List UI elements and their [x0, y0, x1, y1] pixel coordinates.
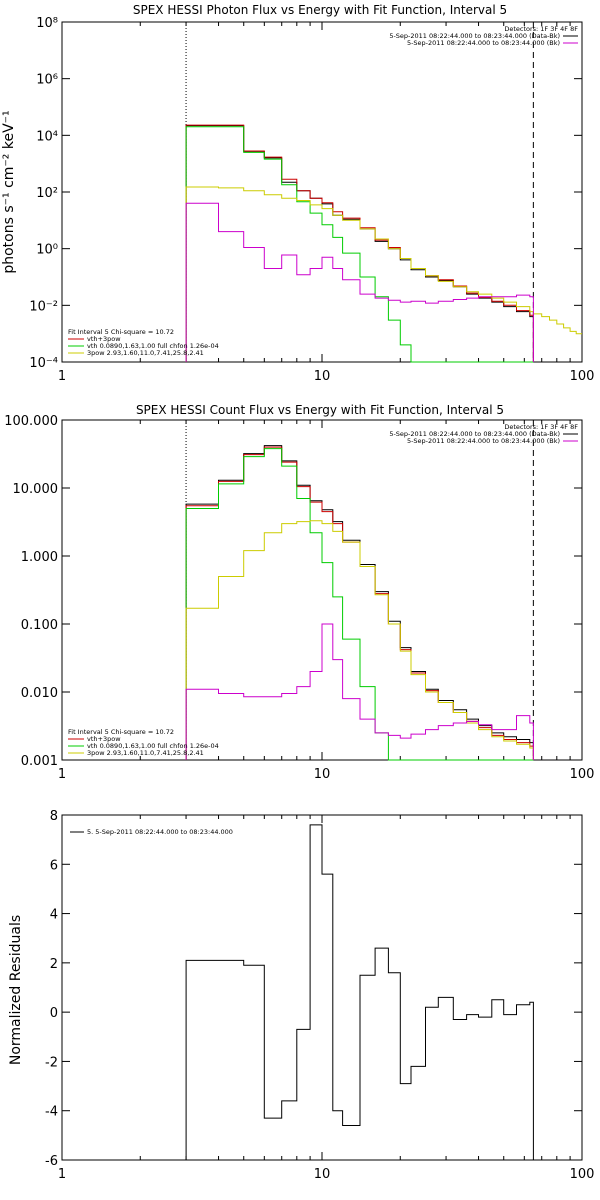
- count-legend-1: vth 0.0890,1.63,1.00 full chfon 1.26e-04: [87, 742, 219, 750]
- count-legend-top: Detectors: 1F 3F 4F 8F 5-Sep-2011 08:22:…: [389, 423, 578, 445]
- photon-series-4: [185, 202, 534, 362]
- count-legend-bottom: Fit Interval 5 Chi-square = 10.72 vth+3p…: [68, 728, 219, 757]
- photon-series-0: [185, 125, 534, 362]
- residuals-x-tick-label: 10: [314, 1167, 331, 1182]
- photon-legend-0: vth+3pow: [87, 335, 121, 343]
- photon-y-tick-label: 10⁸: [36, 16, 58, 31]
- count-legend-top-1: 5-Sep-2011 08:22:44.000 to 08:23:44.000 …: [407, 437, 560, 445]
- photon-y-axis-label: photons s⁻¹ cm⁻² keV⁻¹: [1, 110, 17, 273]
- photon-legend-top-1: 5-Sep-2011 08:22:44.000 to 08:23:44.000 …: [407, 39, 560, 47]
- residuals-y-tick-label: 6: [50, 858, 58, 873]
- count-plot-frame: [61, 419, 583, 761]
- residuals-y-tick-label: -2: [45, 1055, 58, 1070]
- residuals-y-tick-label: -4: [45, 1105, 58, 1120]
- photon-y-tick-label: 10⁻²: [29, 299, 58, 314]
- residuals-legend: 5. 5-Sep-2011 08:22:44.000 to 08:23:44.0…: [70, 828, 233, 836]
- count-series-2: [185, 448, 534, 761]
- photon-fit-header: Fit Interval 5 Chi-square = 10.72: [68, 328, 174, 336]
- photon-x-tick-label: 1: [58, 369, 66, 384]
- residuals-series-group: [185, 824, 534, 1160]
- residuals-y-tick-label: 8: [50, 809, 58, 824]
- photon-flux-panel: SPEX HESSI Photon Flux vs Energy with Fi…: [1, 3, 594, 384]
- residuals-ticks: 1 10 100 -6 -4 -2 0 2 4 6 8: [45, 809, 594, 1182]
- photon-legend-top-0: 5-Sep-2011 08:22:44.000 to 08:23:44.000 …: [389, 32, 560, 40]
- count-series-group: [185, 445, 534, 761]
- count-fit-header: Fit Interval 5 Chi-square = 10.72: [68, 728, 174, 736]
- photon-y-tick-label: 10⁻⁴: [29, 356, 58, 371]
- count-chart-title: SPEX HESSI Count Flux vs Energy with Fit…: [136, 403, 504, 417]
- photon-legend-top: Detectors: 1F 3F 4F 8F 5-Sep-2011 08:22:…: [389, 25, 578, 47]
- count-y-tick-label: 0.010: [21, 686, 58, 701]
- photon-x-tick-label: 10: [314, 369, 331, 384]
- photon-y-tick-label: 10⁴: [36, 129, 58, 144]
- count-y-tick-label: 1.000: [21, 550, 58, 565]
- photon-x-tick-label: 100: [570, 369, 595, 384]
- count-legend-2: 3pow 2.93,1.60,11.0,7.41,25.8,2.41: [87, 749, 204, 757]
- photon-plot-frame: [61, 21, 583, 363]
- count-flux-panel: SPEX HESSI Count Flux vs Energy with Fit…: [4, 403, 594, 782]
- residuals-y-tick-label: -6: [45, 1154, 58, 1169]
- residuals-y-tick-label: 4: [50, 908, 58, 923]
- count-x-tick-label: 10: [314, 767, 331, 782]
- photon-legend-2: 3pow 2.93,1.60,11.0,7.41,25.8,2.41: [87, 349, 204, 357]
- residuals-y-axis-label: Normalized Residuals: [8, 915, 24, 1065]
- photon-y-tick-label: 10²: [36, 186, 58, 201]
- photon-chart-title: SPEX HESSI Photon Flux vs Energy with Fi…: [133, 3, 507, 17]
- count-y-tick-label: 100.000: [4, 414, 58, 429]
- count-legend-0: vth+3pow: [87, 735, 121, 743]
- photon-series-group: [185, 124, 582, 363]
- count-y-tick-label: 0.001: [21, 754, 58, 769]
- photon-detectors-label: Detectors: 1F 3F 4F 8F: [504, 25, 578, 33]
- photon-y-tick-label: 10⁶: [36, 73, 58, 88]
- count-y-tick-label: 10.000: [13, 482, 59, 497]
- count-series-4: [185, 623, 534, 760]
- photon-legend-bottom: Fit Interval 5 Chi-square = 10.72 vth+3p…: [68, 328, 219, 357]
- photon-series-3: [185, 186, 582, 362]
- count-y-tick-label: 0.100: [21, 618, 58, 633]
- count-legend-top-0: 5-Sep-2011 08:22:44.000 to 08:23:44.000 …: [389, 430, 560, 438]
- residuals-panel: Normalized Residuals 1 10 100 -6 -4 -2 0 2 4 6 8 5…: [8, 809, 594, 1182]
- residuals-y-tick-label: 2: [50, 957, 58, 972]
- count-detectors-label: Detectors: 1F 3F 4F 8F: [504, 423, 578, 431]
- residuals-series-0: [185, 824, 534, 1160]
- residuals-legend-0: 5. 5-Sep-2011 08:22:44.000 to 08:23:44.0…: [87, 828, 233, 836]
- count-series-3: [185, 520, 534, 760]
- residuals-y-tick-label: 0: [50, 1006, 58, 1021]
- count-x-tick-label: 1: [58, 767, 66, 782]
- photon-legend-1: vth 0.0890,1.63,1.00 full chfon 1.26e-04: [87, 342, 219, 350]
- count-limit-lines: [185, 420, 534, 760]
- photon-series-2: [185, 126, 534, 363]
- photon-y-tick-label: 10⁰: [36, 243, 58, 258]
- residuals-x-tick-label: 100: [570, 1167, 595, 1182]
- count-ticks: 1 10 100 0.001 0.010 0.100 1.000 10.000 100.000: [4, 414, 594, 782]
- count-x-tick-label: 100: [570, 767, 595, 782]
- photon-series-1: [185, 124, 534, 362]
- photon-limit-lines: [185, 22, 534, 362]
- residuals-x-tick-label: 1: [58, 1167, 66, 1182]
